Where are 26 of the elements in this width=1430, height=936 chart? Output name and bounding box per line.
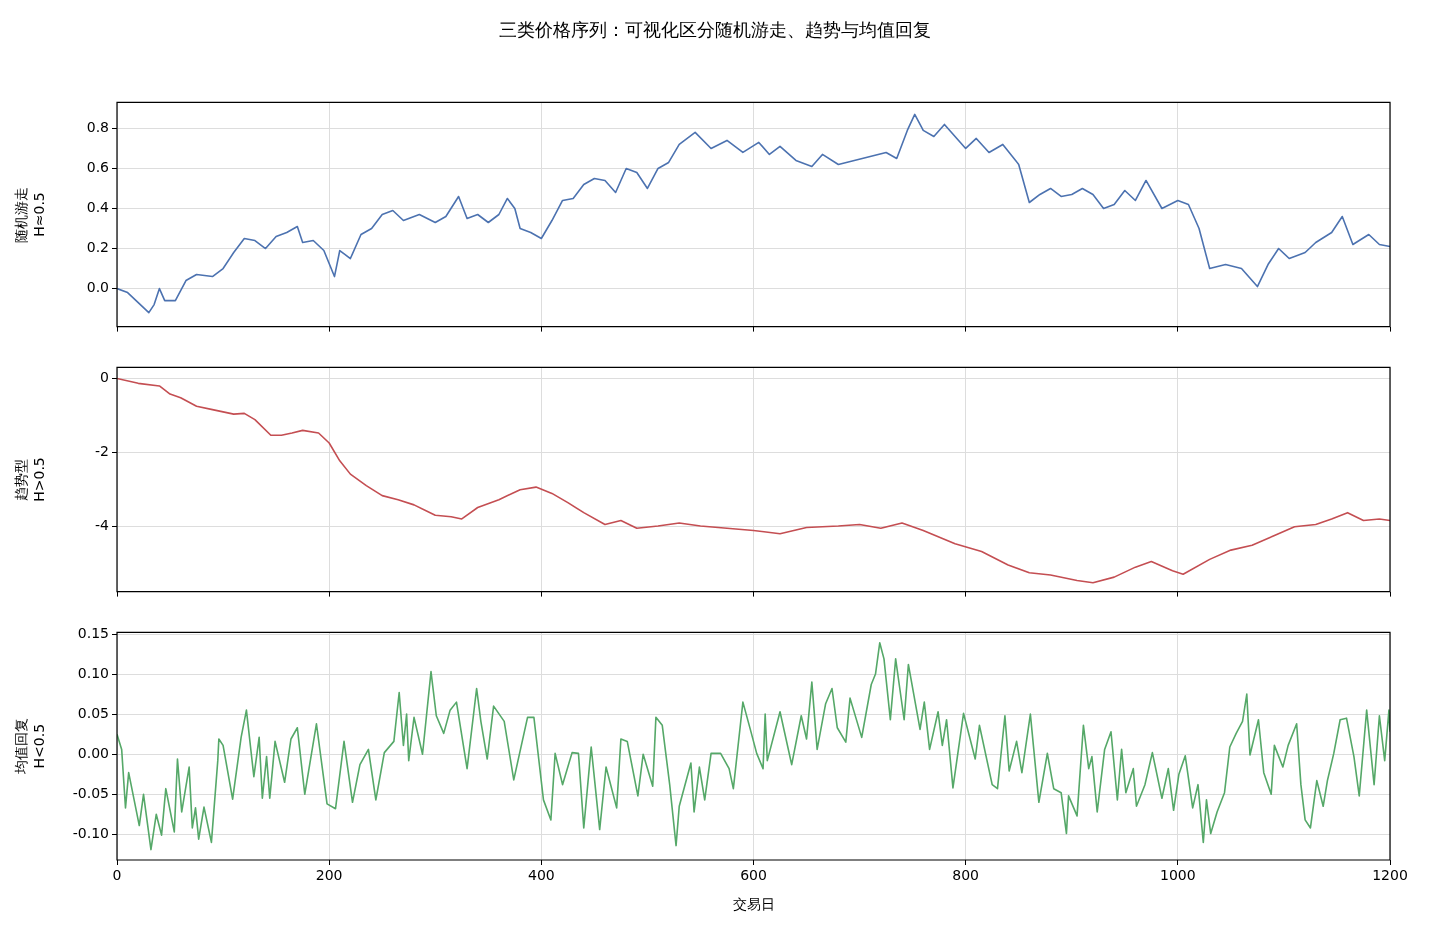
y-tick-label: 0 — [100, 369, 109, 386]
y-tick-label: 0.00 — [77, 744, 109, 761]
y-axis-title: 随机游走 H≈0.5 — [13, 186, 47, 243]
y-tick-label: 0.4 — [86, 199, 110, 216]
y-axis-title: 趋势型 H>0.5 — [13, 457, 47, 502]
x-tick-label: 600 — [740, 867, 767, 884]
x-tick-label: 400 — [527, 867, 555, 884]
y-tick-label: 0.2 — [86, 239, 109, 256]
chart-title: 三类价格序列：可视化区分随机游走、趋势与均值回复 — [498, 18, 932, 42]
x-tick-label: 800 — [952, 867, 980, 884]
y-tick-label: -4 — [95, 517, 110, 534]
y-tick-label: 0.6 — [86, 159, 110, 176]
x-tick-label: 200 — [315, 867, 343, 884]
x-tick-label: 0 — [112, 867, 122, 884]
y-tick-label: 0.8 — [86, 119, 109, 136]
x-tick-label: 1200 — [1372, 867, 1408, 884]
x-tick-label: 1000 — [1160, 867, 1196, 884]
y-axis-title: 均值回复 H<0.5 — [13, 718, 47, 776]
y-tick-label: -0.05 — [72, 784, 109, 801]
y-tick-label: 0.0 — [86, 279, 109, 296]
y-tick-label: -0.10 — [72, 825, 109, 841]
y-tick-label: 0.05 — [77, 704, 109, 721]
x-axis-title: 交易日 — [732, 896, 775, 913]
y-tick-label: -2 — [95, 443, 109, 460]
y-tick-label: 0.15 — [77, 624, 109, 641]
y-tick-label: 0.10 — [77, 664, 109, 681]
